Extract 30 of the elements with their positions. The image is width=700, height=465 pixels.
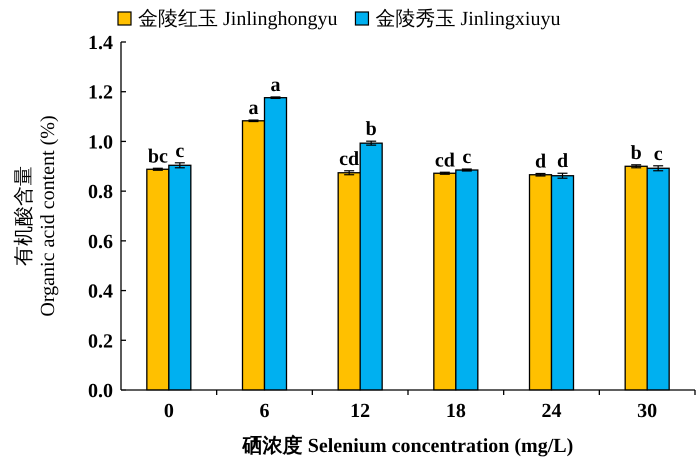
data-label: a: [248, 97, 258, 120]
y-tick-label: 0.6: [88, 230, 113, 253]
y-tick-label: 1.2: [88, 82, 113, 104]
y-tick-label: 0.0: [88, 380, 113, 402]
x-tick-label: 30: [637, 400, 658, 422]
data-label: b: [366, 118, 377, 140]
data-label: d: [534, 150, 546, 172]
data-label: cd: [339, 148, 360, 170]
x-tick-label: 6: [260, 400, 270, 422]
data-label: d: [556, 150, 568, 172]
x-axis-title: 硒浓度 Selenium concentration (mg/L): [242, 434, 574, 457]
data-label: c: [462, 146, 472, 168]
legend-label: 金陵红玉 Jinlinghongyu: [138, 8, 338, 30]
data-label: bc: [148, 145, 168, 168]
y-tick-label: 0.8: [88, 181, 113, 204]
x-tick-label: 0: [164, 400, 174, 422]
y-tick-label: 1.4: [88, 32, 113, 54]
data-label: a: [270, 74, 280, 96]
x-tick-label: 18: [446, 400, 466, 422]
legend-label: 金陵秀玉 Jinlingxiuyu: [375, 8, 560, 30]
y-tick-label: 1.0: [88, 131, 113, 154]
y-tick-label: 0.4: [88, 280, 113, 303]
y-axis-title: 有机酸含量 Organic acid content (%): [13, 115, 59, 317]
x-tick-label: 12: [350, 400, 370, 422]
data-label: c: [175, 140, 184, 162]
x-tick-label: 24: [542, 400, 562, 422]
y-tick-label: 0.2: [88, 330, 113, 352]
data-label: b: [630, 142, 642, 164]
data-label: c: [654, 142, 663, 165]
data-label: cd: [434, 149, 455, 172]
